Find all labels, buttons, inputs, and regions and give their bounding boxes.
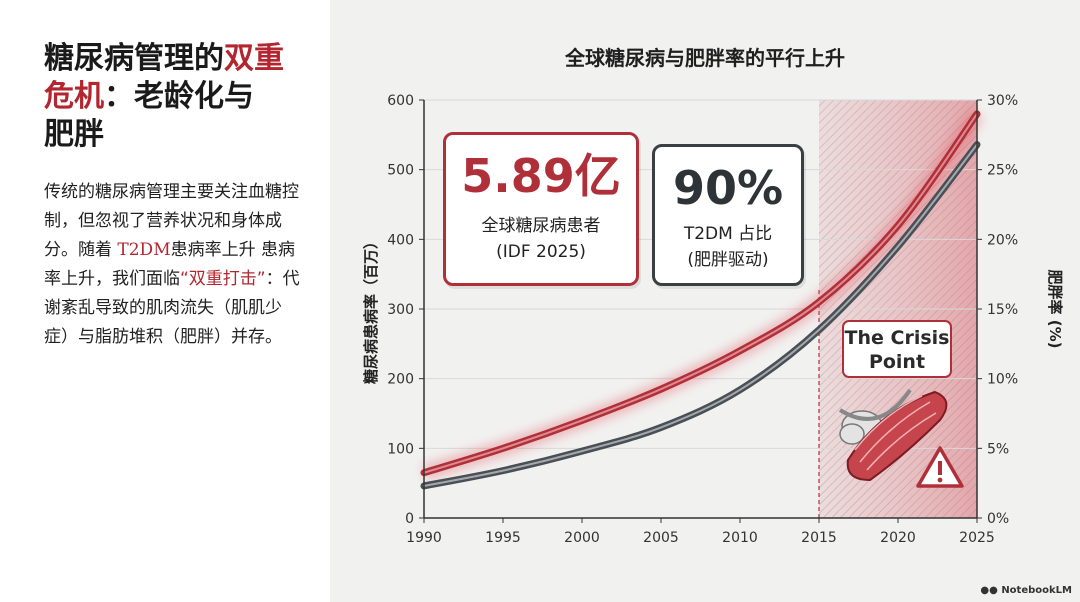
kpi-note: (肥胖驱动) [687,250,769,270]
title-highlight-2: 危机 [44,79,104,114]
x-tick-label: 2010 [722,530,758,546]
chart-series [420,109,984,490]
x-tick-label: 1995 [485,530,521,546]
series-diabetes-line-highlight [423,112,978,474]
body-part-1: 传统的糖尿病管理主要关注血糖控制，但忽视了营养状况和身体成分。随着 [44,182,299,260]
series-obesity-line-highlight [423,143,978,487]
kpi-label: 全球糖尿病患者 [481,216,601,236]
y-tick-label: 600 [387,93,414,109]
title-highlight-1: 双重 [224,41,284,76]
y2-axis-label: 肥胖率 (%) [1046,270,1064,349]
x-tick-label: 2005 [643,530,679,546]
y-tick-label: 0 [405,511,414,527]
y2-tick-label: 15% [987,302,1018,318]
body-term: T2DM [117,240,171,260]
y2-tick-label: 30% [987,93,1018,109]
notebooklm-badge: ●● NotebookLM [980,585,1072,596]
y2-tick-label: 25% [987,163,1018,179]
body-paragraph: 传统的糖尿病管理主要关注血糖控制，但忽视了营养状况和身体成分。随着 T2DM患病… [44,178,306,352]
body-quote: “双重打击” [180,269,266,289]
kpi-label: T2DM 占比 [683,224,773,244]
y-tick-label: 400 [387,232,414,248]
x-tick-label: 2025 [959,530,995,546]
y2-tick-label: 5% [987,441,1009,457]
y-axis-label: 糖尿病患病率（百万） [362,234,380,384]
kpi-source: (IDF 2025) [496,242,586,262]
crisis-line-1: The Crisis [844,327,950,349]
notebooklm-logo-icon: ●● [980,585,1002,596]
badge-label: NotebookLM [1001,585,1072,596]
x-tick-label: 2020 [880,530,916,546]
crisis-point-label: The Crisis Point [842,320,952,378]
x-tick-label: 2015 [801,530,837,546]
body-part-3: ：代谢紊乱导致的肌肉流失（肌肌少症）与脂肪堆积（肥胖）并存。 [44,269,300,347]
left-panel: 糖尿病管理的双重 危机：老龄化与 肥胖 传统的糖尿病管理主要关注血糖控制，但忽视… [0,0,330,602]
chart-title: 全球糖尿病与肥胖率的平行上升 [564,46,845,70]
body-part-2: 患病率上升 患病率上升，我们面临 [44,240,296,289]
muscle-illustration-icon [838,388,948,482]
kpi-value: 90% [672,161,784,215]
kpi-value: 5.89亿 [461,149,621,203]
x-tick-label: 1990 [406,530,442,546]
chart-axes: 0 100 200 300 400 500 600 0% 5% 10% 15% 20% 25% 30% 19… [362,93,1064,546]
kpi-card-patients: 5.89亿 全球糖尿病患者 (IDF 2025) [443,132,639,286]
y-tick-label: 200 [387,372,414,388]
warning-icon [916,446,964,488]
y2-tick-label: 10% [987,372,1018,388]
y2-tick-label: 0% [987,511,1009,527]
y-tick-label: 100 [387,441,414,457]
page-title: 糖尿病管理的双重 危机：老龄化与 肥胖 [44,40,314,154]
y-tick-label: 300 [387,302,414,318]
y2-tick-label: 20% [987,232,1018,248]
title-part-3: 肥胖 [44,117,104,152]
kpi-card-t2dm: 90% T2DM 占比 (肥胖驱动) [652,144,804,286]
title-part-1: 糖尿病管理的 [44,41,224,76]
title-part-2: ：老龄化与 [104,79,254,114]
x-tick-label: 2000 [564,530,600,546]
crisis-line-2: Point [868,351,926,373]
y-tick-label: 500 [387,163,414,179]
